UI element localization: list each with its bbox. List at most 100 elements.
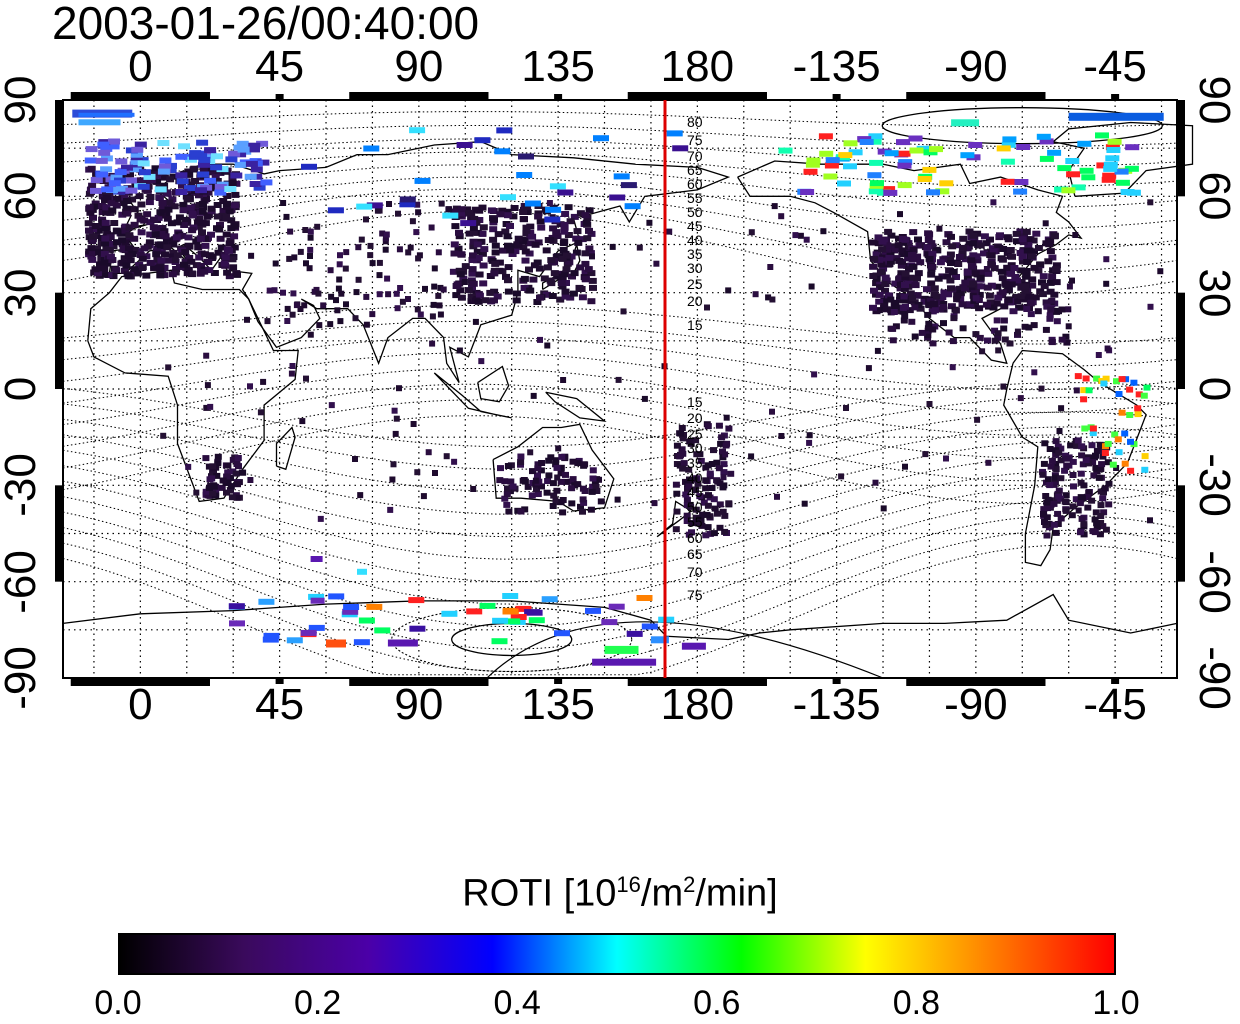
contour-line <box>62 415 1178 505</box>
roti-cell <box>567 253 576 260</box>
coastline <box>656 500 693 538</box>
roti-cell <box>508 251 517 257</box>
roti-cell <box>469 243 478 250</box>
roti-cell <box>1032 230 1041 237</box>
roti-cell <box>468 266 477 273</box>
roti-cell <box>691 476 699 483</box>
tick-label: 45 <box>255 680 305 729</box>
roti-cell <box>303 260 309 267</box>
contour-label: 75 <box>687 132 703 148</box>
roti-cell <box>929 146 943 153</box>
roti-cell <box>379 230 386 237</box>
roti-cell <box>130 159 143 165</box>
contour-label: 30 <box>687 260 703 276</box>
roti-cell <box>895 304 904 311</box>
roti-cell <box>673 508 681 515</box>
roti-cell <box>576 264 585 271</box>
roti-cell <box>1104 345 1111 352</box>
roti-cell <box>169 241 178 248</box>
roti-cell <box>1096 441 1104 448</box>
tick-label: -90 <box>944 42 1008 91</box>
roti-cell <box>148 169 157 176</box>
roti-cell <box>1007 270 1016 277</box>
roti-cell <box>223 269 232 276</box>
roti-cell <box>581 488 589 494</box>
roti-cell <box>1017 395 1024 402</box>
roti-cell <box>581 275 590 282</box>
roti-cell <box>214 184 227 190</box>
roti-cell <box>164 257 173 264</box>
roti-cell <box>692 437 700 444</box>
frame-band <box>627 92 767 100</box>
contour-line <box>62 336 1178 391</box>
roti-cell <box>197 262 205 269</box>
roti-cell <box>901 282 909 288</box>
roti-cell <box>195 192 203 199</box>
roti-cell <box>522 230 531 237</box>
roti-cell <box>190 165 199 172</box>
roti-cell <box>985 292 994 299</box>
roti-cell <box>1141 453 1149 460</box>
roti-cell <box>926 189 940 196</box>
roti-cell <box>883 246 892 253</box>
roti-cell <box>748 453 755 460</box>
roti-cell <box>702 532 710 539</box>
roti-cell <box>343 249 350 256</box>
roti-cell <box>943 273 952 280</box>
roti-cell <box>201 195 210 202</box>
roti-cell <box>1006 247 1015 253</box>
tick-label: 90 <box>394 680 444 729</box>
roti-cell <box>549 183 566 190</box>
frame-band <box>70 678 210 686</box>
roti-cell <box>355 276 362 283</box>
roti-cell <box>721 512 729 519</box>
roti-cell <box>1055 493 1063 500</box>
roti-cell <box>1127 467 1135 474</box>
roti-cell <box>112 202 121 209</box>
roti-cell <box>886 258 895 265</box>
roti-cell <box>803 236 810 243</box>
roti-cell <box>1022 273 1031 280</box>
roti-cell <box>1052 474 1059 481</box>
roti-cell <box>569 458 577 465</box>
roti-cell <box>954 261 963 267</box>
roti-cell <box>366 202 383 209</box>
roti-cell <box>352 456 358 462</box>
roti-cell <box>376 259 383 266</box>
roti-cell <box>576 210 585 217</box>
roti-cell <box>474 255 483 261</box>
roti-cell <box>499 247 507 254</box>
roti-cell <box>183 270 190 277</box>
roti-cell <box>581 269 590 276</box>
roti-cell <box>355 244 362 251</box>
roti-cell <box>808 283 815 290</box>
roti-cell <box>195 215 203 222</box>
roti-cell <box>310 597 325 604</box>
roti-cell <box>204 147 217 154</box>
tick-label: -90 <box>1190 646 1239 710</box>
roti-cell <box>587 506 595 513</box>
roti-cell <box>225 156 238 163</box>
roti-cell <box>206 484 213 491</box>
roti-cell <box>552 229 561 236</box>
roti-cell <box>328 402 335 409</box>
contour-label: 80 <box>687 114 703 130</box>
roti-cell <box>420 493 427 500</box>
roti-cell <box>510 205 519 211</box>
roti-cell <box>479 602 496 609</box>
roti-cell <box>560 271 569 278</box>
roti-cell <box>530 262 539 269</box>
roti-cell <box>923 286 931 293</box>
roti-cell <box>581 212 590 219</box>
roti-cell <box>100 271 109 278</box>
roti-cell <box>881 274 890 281</box>
contour-line <box>62 399 1178 482</box>
roti-cell <box>811 371 818 378</box>
roti-cell <box>986 236 994 243</box>
roti-cell <box>138 255 147 262</box>
roti-cell <box>229 264 238 271</box>
roti-cell <box>877 261 886 268</box>
roti-cell <box>89 214 97 221</box>
roti-cell <box>506 223 514 229</box>
roti-cell <box>437 311 444 318</box>
